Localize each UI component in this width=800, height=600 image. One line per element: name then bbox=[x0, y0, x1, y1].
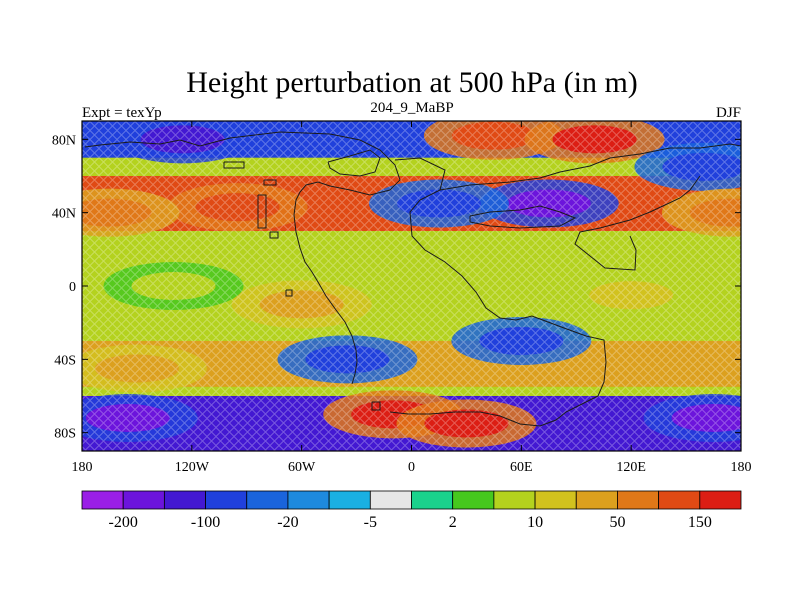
x-tick-label: 60E bbox=[510, 460, 533, 475]
colorbar-box bbox=[699, 490, 742, 510]
plot-title: Height perturbation at 500 hPa (in m) bbox=[186, 66, 638, 99]
colorbar-box bbox=[163, 490, 206, 510]
coastline-lake-a bbox=[257, 194, 267, 229]
coastline-north-america bbox=[84, 131, 401, 297]
center-label: 204_9_MaBP bbox=[370, 100, 453, 116]
colorbar-box bbox=[575, 490, 618, 510]
colorbar-box bbox=[411, 490, 454, 510]
coastline-asia-east bbox=[574, 175, 701, 271]
colorbar-label: 150 bbox=[688, 514, 712, 531]
colorbar: -200 -100 -20 -5 2 10 50 150 bbox=[81, 490, 742, 531]
x-tick-label: 180 bbox=[72, 460, 93, 475]
colorbar-label: -5 bbox=[364, 514, 377, 531]
y-tick-label: 0 bbox=[69, 280, 76, 295]
colorbar-box bbox=[369, 490, 412, 510]
coastline-europe-africa bbox=[389, 157, 607, 427]
coastline-inner-basin bbox=[469, 205, 577, 229]
colorbar-box bbox=[617, 490, 660, 510]
map-panel: 180 120W 60W 0 60E 120E 180 80N 40N 0 40S 80S bbox=[52, 120, 752, 475]
colorbar-box bbox=[246, 490, 289, 510]
colorbar-box bbox=[493, 490, 536, 510]
colorbar-box bbox=[658, 490, 701, 510]
y-tick-label: 80N bbox=[52, 133, 76, 148]
coastline-island-c bbox=[263, 179, 277, 186]
colorbar-box bbox=[328, 490, 371, 510]
colorbar-label: -20 bbox=[277, 514, 298, 531]
coastline-south-fragment bbox=[371, 401, 381, 411]
colorbar-label: 2 bbox=[449, 514, 457, 531]
x-tick-label: 60W bbox=[288, 460, 316, 475]
colorbar-box bbox=[534, 490, 577, 510]
coastline-island-a bbox=[285, 289, 293, 297]
colorbar-box bbox=[205, 490, 248, 510]
colorbar-label: 50 bbox=[609, 514, 625, 531]
x-tick-label: 180 bbox=[731, 460, 752, 475]
coastline-lake-b bbox=[223, 161, 245, 169]
axis-ticks: 180 120W 60W 0 60E 120E 180 80N 40N 0 40S 80S bbox=[52, 121, 752, 475]
y-tick-label: 40N bbox=[52, 207, 76, 222]
y-tick-label: 80S bbox=[54, 427, 76, 442]
left-label: Expt = texYp bbox=[82, 105, 162, 121]
coastline-south-america bbox=[325, 295, 358, 385]
colorbar-box bbox=[452, 490, 495, 510]
x-tick-label: 120E bbox=[616, 460, 646, 475]
y-tick-label: 40S bbox=[54, 353, 76, 368]
coastline-asia bbox=[439, 143, 741, 191]
right-label: DJF bbox=[716, 105, 741, 121]
coastline-island-b bbox=[269, 231, 279, 239]
colorbar-label: -100 bbox=[191, 514, 220, 531]
colorbar-box bbox=[287, 490, 330, 510]
stipple-overlay bbox=[82, 121, 741, 451]
coastline-greenland bbox=[327, 149, 381, 177]
coastlines bbox=[84, 131, 741, 427]
x-tick-label: 0 bbox=[408, 460, 415, 475]
colorbar-label: -200 bbox=[109, 514, 138, 531]
colorbar-box bbox=[122, 490, 165, 510]
x-tick-label: 120W bbox=[175, 460, 210, 475]
colorbar-box bbox=[81, 490, 124, 510]
colorbar-label: 10 bbox=[527, 514, 543, 531]
